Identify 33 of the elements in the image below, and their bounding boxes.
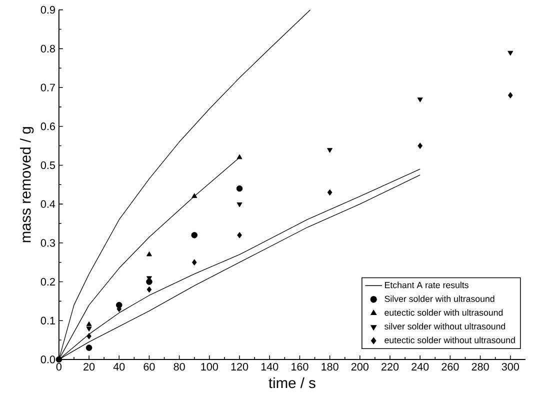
x-tick-label: 20 [84,362,95,370]
y-tick-label: 0.5 [40,161,55,169]
legend-label: Silver solder with ultrasound [384,295,494,302]
y-tick-label: 0.4 [40,200,56,208]
x-axis-title: time / s [268,377,316,388]
x-tick-label: 120 [231,362,248,370]
y-tick-label: 0.9 [40,6,55,14]
y-tick-label: 0.6 [40,122,55,130]
legend-label: silver solder without ultrasound [384,322,506,330]
y-tick-label: 0.0 [40,355,56,364]
x-tick-label: 100 [201,362,218,370]
y-tick-label: 0.8 [40,44,55,52]
x-tick-label: 60 [144,362,155,370]
x-tick-label: 220 [382,362,399,370]
x-tick-label: 260 [442,362,459,370]
x-tick-label: 140 [261,362,278,370]
x-tick-label: 200 [351,362,368,370]
x-tick-label: 160 [292,362,308,370]
legend-label: eutectic solder with ultrasound [384,309,503,316]
legend-label: eutectic solder without ultrasound [384,336,515,344]
x-tick-label: 300 [502,362,519,370]
x-tick-label: 240 [412,362,429,370]
x-tick-label: 280 [472,362,489,370]
y-tick-label: 0.1 [40,316,55,324]
x-tick-label: 40 [113,362,125,370]
y-tick-label: 0.3 [40,238,55,247]
x-tick-label: 180 [322,362,338,370]
y-axis-title: mass removed / g [20,126,34,242]
legend-label: Etchant A rate results [385,282,468,288]
y-tick-label: 0.7 [40,84,55,92]
x-tick-label: 0 [56,362,62,370]
y-tick-label: 0.2 [40,278,55,286]
x-tick-label: 80 [174,362,185,370]
